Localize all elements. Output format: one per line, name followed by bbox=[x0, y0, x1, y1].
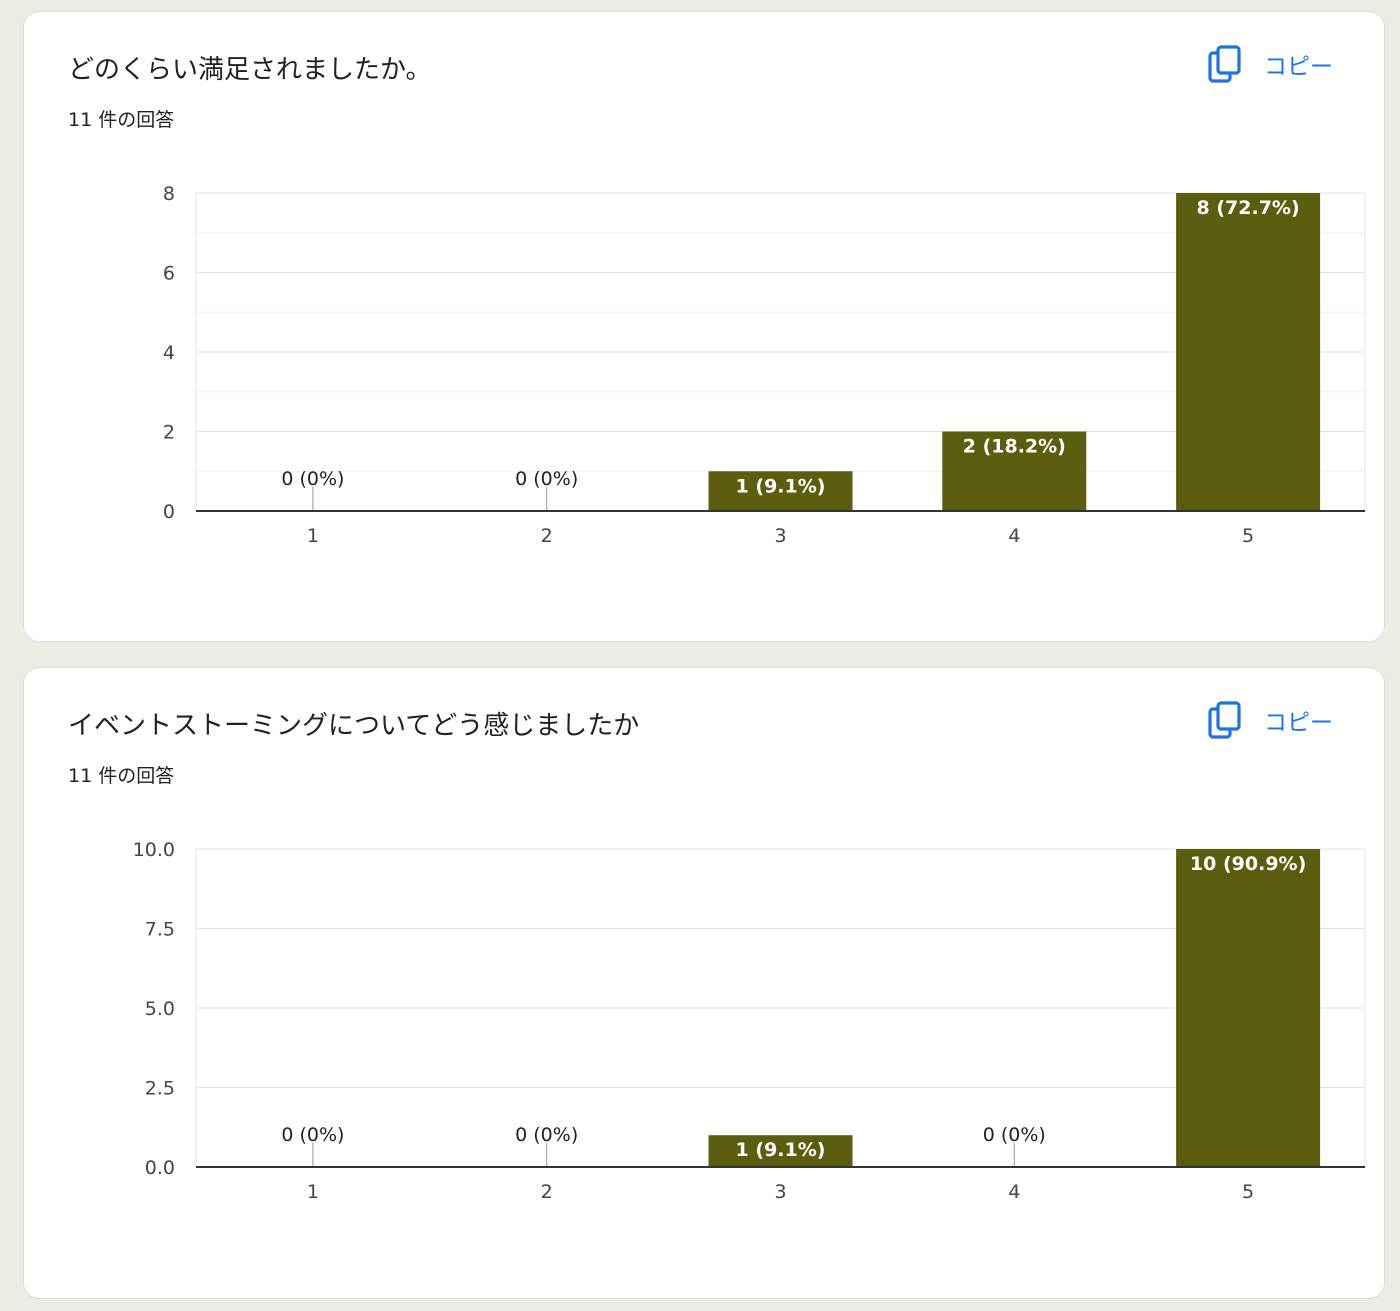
question-card-event-storming: イベントストーミングについてどう感じましたか 11 件の回答 コピー 0.0 2.… bbox=[23, 667, 1385, 1299]
y-tick-label: 7.5 bbox=[145, 919, 175, 941]
copy-button[interactable]: コピー bbox=[1208, 42, 1333, 86]
x-tick-label: 5 bbox=[1242, 525, 1254, 547]
response-count: 11 件の回答 bbox=[68, 109, 175, 131]
copy-icon bbox=[1208, 45, 1242, 83]
data-label: 2 (18.2%) bbox=[963, 436, 1066, 458]
x-tick-label: 2 bbox=[541, 1181, 553, 1203]
y-tick-label: 2 bbox=[163, 422, 175, 444]
data-label: 1 (9.1%) bbox=[736, 475, 826, 497]
question-title: どのくらい満足されましたか。 bbox=[68, 55, 432, 85]
x-tick-label: 3 bbox=[774, 1181, 786, 1203]
data-label: 0 (0%) bbox=[281, 1124, 344, 1146]
data-label: 8 (72.7%) bbox=[1197, 197, 1300, 219]
copy-button[interactable]: コピー bbox=[1208, 698, 1333, 742]
copy-icon bbox=[1208, 701, 1242, 739]
y-tick-label: 0 bbox=[163, 501, 175, 523]
bar bbox=[942, 431, 1087, 511]
copy-label: コピー bbox=[1264, 54, 1333, 80]
bar bbox=[708, 471, 853, 511]
bar-chart-event-storming: 0.0 2.5 5.0 7.5 10.0 0 (0%) 1 0 (0%) 2 1 (9.1%) 3 0… bbox=[133, 839, 1366, 1203]
y-tick-label: 6 bbox=[163, 263, 175, 285]
bar bbox=[1176, 193, 1321, 511]
x-tick-label: 1 bbox=[307, 1181, 319, 1203]
bar bbox=[708, 1135, 853, 1167]
x-tick-label: 2 bbox=[541, 525, 553, 547]
bar bbox=[1176, 849, 1321, 1167]
data-label: 0 (0%) bbox=[515, 468, 578, 490]
copy-label: コピー bbox=[1264, 710, 1333, 736]
x-tick-label: 4 bbox=[1008, 1181, 1020, 1203]
y-tick-label: 4 bbox=[163, 342, 175, 364]
y-tick-label: 5.0 bbox=[145, 998, 175, 1020]
data-label: 0 (0%) bbox=[281, 468, 344, 490]
question-title: イベントストーミングについてどう感じましたか bbox=[68, 711, 640, 741]
x-tick-label: 3 bbox=[774, 525, 786, 547]
y-tick-label: 2.5 bbox=[145, 1078, 175, 1100]
x-tick-label: 1 bbox=[307, 525, 319, 547]
data-label: 0 (0%) bbox=[983, 1124, 1046, 1146]
x-tick-label: 5 bbox=[1242, 1181, 1254, 1203]
x-tick-label: 4 bbox=[1008, 525, 1020, 547]
y-tick-label: 10.0 bbox=[133, 839, 175, 861]
data-label: 0 (0%) bbox=[515, 1124, 578, 1146]
bar-chart-satisfaction: 0 2 4 6 8 0 (0%) 1 0 (0%) 2 1 (9.1%) 3 2 (18.2%) 4 8 … bbox=[163, 183, 1366, 547]
y-tick-label: 0.0 bbox=[145, 1157, 175, 1179]
response-count: 11 件の回答 bbox=[68, 765, 175, 787]
data-label: 1 (9.1%) bbox=[736, 1139, 826, 1161]
y-tick-label: 8 bbox=[163, 183, 175, 205]
data-label: 10 (90.9%) bbox=[1190, 853, 1306, 875]
